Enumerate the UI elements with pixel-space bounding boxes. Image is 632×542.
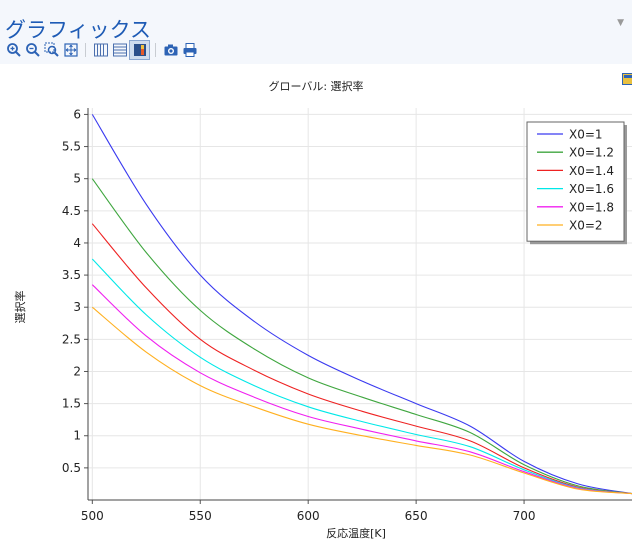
y-tick-label: 3: [73, 300, 81, 314]
zoom-box-icon[interactable]: [42, 41, 61, 59]
zoom-extents-icon[interactable]: [61, 41, 80, 59]
chart-legend: X0=1 X0=1.2 X0=1.4 X0=1.6 X0=1.8 X0=2: [526, 121, 627, 245]
x-tick-label: 600: [297, 509, 320, 523]
series-line: [91, 258, 632, 495]
legend-label: X0=1: [569, 128, 603, 142]
series-line: [91, 223, 632, 495]
line-chart: 500 550 600 650 7000.511.522.533.544.555.56 …: [13, 107, 632, 540]
camera-icon[interactable]: [161, 41, 180, 59]
plot-title: グローバル: 選択率: [268, 80, 364, 93]
window-icon[interactable]: [622, 70, 632, 89]
y-tick-label: 4.5: [62, 204, 81, 218]
x-tick-label: 700: [513, 509, 536, 523]
y-tick-label: 0.5: [62, 461, 81, 475]
toolbar-separator: [155, 43, 156, 57]
y-tick-label: 2: [73, 364, 81, 378]
legend-label: X0=1.8: [569, 200, 614, 214]
x-tick-label: 500: [81, 509, 104, 523]
y-tick-label: 6: [73, 107, 81, 121]
legend-label: X0=2: [569, 219, 603, 233]
series-line: [91, 114, 632, 495]
legend-icon[interactable]: [110, 41, 129, 59]
series-line: [91, 284, 632, 495]
y-axis-label: 選択率: [13, 291, 27, 324]
graphics-toolbar: [4, 40, 199, 60]
y-tick-label: 1: [73, 429, 81, 443]
x-tick-label: 650: [405, 509, 428, 523]
y-tick-label: 1.5: [62, 397, 81, 411]
y-tick-label: 4: [73, 236, 81, 250]
x-axis-label: 反応温度[K]: [326, 526, 386, 540]
print-icon[interactable]: [180, 41, 199, 59]
legend-label: X0=1.6: [569, 182, 614, 196]
series-lines: [91, 114, 632, 495]
legend-label: X0=1.4: [569, 164, 614, 178]
panel-title: グラフィックス: [5, 18, 151, 42]
axes: 500 550 600 650 700 0.5 1 1.5 2 2.5 3 3.5 4 4.5 5 5.5 6: [62, 107, 632, 523]
grid-icon[interactable]: [91, 41, 110, 59]
collapse-icon[interactable]: ▼: [617, 18, 624, 28]
y-tick-label: 2.5: [62, 332, 81, 346]
y-tick-label: 5: [73, 172, 81, 186]
zoom-in-icon[interactable]: [4, 41, 23, 59]
graphics-panel-header: グラフィックス ▼: [0, 0, 632, 64]
color-legend-icon[interactable]: [129, 40, 150, 60]
legend-label: X0=1.2: [569, 146, 614, 160]
zoom-out-icon[interactable]: [23, 41, 42, 59]
y-tick-label: 5.5: [62, 140, 81, 154]
toolbar-separator: [85, 43, 86, 57]
y-tick-label: 3.5: [62, 268, 81, 282]
legend-box: [526, 121, 625, 242]
series-line: [91, 306, 632, 495]
x-tick-label: 550: [189, 509, 212, 523]
series-line: [91, 178, 632, 495]
